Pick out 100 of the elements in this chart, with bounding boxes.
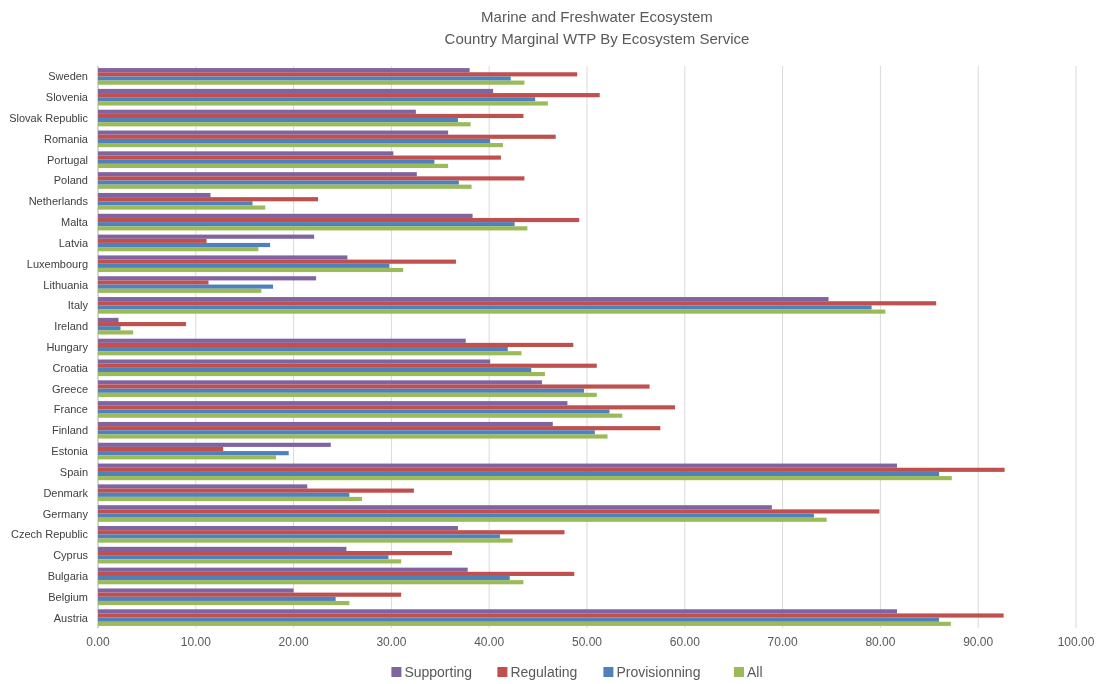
bar [98,234,315,239]
bar [98,351,522,356]
bar [98,163,449,168]
bar [98,559,402,564]
y-tick-label: Estonia [51,445,89,458]
y-tick-label: Netherlands [28,195,89,208]
bar [98,301,937,306]
y-tick-label: France [53,403,88,416]
bar [98,505,772,510]
bar [98,176,525,181]
bar [98,280,209,285]
bar [98,434,608,439]
x-tick-label: 100.00 [1057,635,1095,649]
bar [98,426,661,431]
y-tick-label: Portugal [47,153,88,166]
bar [98,134,556,139]
y-tick-label: Italy [67,299,89,312]
y-tick-label: Lithuania [43,278,89,291]
bar [98,526,458,531]
y-tick-label: Finland [51,424,88,437]
bar [98,392,597,397]
bar [98,288,262,293]
bar [98,80,525,85]
bar [98,588,294,593]
x-tick-label: 30.00 [376,635,407,649]
y-tick-label: Latvia [58,236,89,249]
bar [98,621,951,626]
bar [98,409,610,414]
bar [98,363,597,368]
bar [98,380,543,385]
y-tick-label: Austria [53,611,89,624]
y-tick-label: Belgium [48,590,88,603]
bar [98,192,211,198]
bar [98,347,508,352]
bar [98,476,952,481]
x-tick-label: 20.00 [278,635,309,649]
bar [98,413,623,418]
bar [98,213,473,218]
bar [98,338,466,343]
bar [98,517,827,522]
x-tick-label: 80.00 [865,635,896,649]
y-tick-label: Luxembourg [26,257,88,270]
bar [98,484,308,489]
bar [98,317,119,323]
chart-title: Marine and Freshwater Ecosystem [481,8,713,25]
bar [98,297,829,302]
y-tick-label: Slovenia [45,91,89,104]
y-tick-label: Bulgaria [47,569,89,582]
x-tick-label: 10.00 [180,635,212,649]
bar [98,172,417,177]
x-tick-label: 40.00 [474,635,505,649]
legend-label: All [747,664,763,680]
x-tick-label: 60.00 [669,635,701,649]
bar [98,455,276,460]
bar [98,359,491,364]
bar [98,138,491,144]
bar [98,421,553,427]
y-tick-label: Sweden [48,70,88,83]
bar [98,546,347,551]
bar [98,238,207,243]
bar [98,263,390,268]
bar [98,217,580,223]
y-tick-label: Malta [61,216,89,229]
bar [98,118,458,123]
bar [98,492,350,497]
bar [98,267,404,273]
bar [98,446,224,452]
bar [98,76,511,81]
bar [98,617,940,622]
bar [98,513,814,518]
bar [98,68,470,73]
bar [98,130,449,135]
y-tick-label: Cyprus [53,549,89,562]
bar [98,184,472,189]
bar [98,276,317,281]
x-tick-label: 90.00 [963,635,994,649]
y-tick-label: Denmark [43,486,89,499]
bar [98,159,435,164]
y-tick-label: Poland [53,174,88,187]
bar [98,255,348,260]
bar [98,201,253,206]
bar [98,101,548,106]
bar [98,371,545,377]
bar [98,442,331,447]
bar [98,122,471,127]
y-tick-label: Romania [43,132,89,145]
bar [98,151,394,156]
chart-subtitle: Country Marginal WTP By Ecosystem Service [444,30,750,47]
bar [98,613,1004,618]
bar [98,143,503,148]
bar [98,580,524,585]
x-tick-label: 0.00 [86,635,110,649]
bar [98,571,575,576]
bar [98,384,650,389]
bar [98,284,274,289]
y-tick-label: Greece [51,382,88,395]
bar [98,197,319,202]
bar [98,226,528,231]
bar [98,567,468,572]
bar [98,509,880,514]
